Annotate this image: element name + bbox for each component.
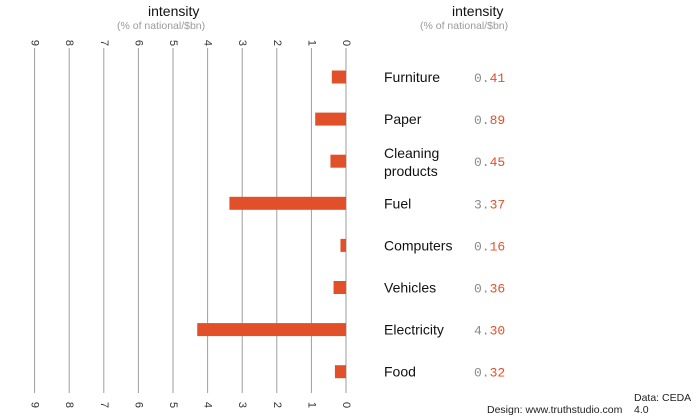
tick-label-bottom-5: 5 — [167, 402, 179, 408]
tick-label-bottom-9: 9 — [29, 402, 41, 408]
value-label-3: 3.37 — [474, 197, 505, 212]
category-label-2: Cleaning products — [384, 145, 439, 179]
tick-label-top-2: 2 — [271, 40, 283, 46]
tick-label-bottom-8: 8 — [63, 402, 75, 408]
tick-label-top-8: 8 — [63, 40, 75, 46]
tick-label-top-3: 3 — [236, 40, 248, 46]
value-label-7: 0.32 — [474, 366, 505, 381]
bar-5 — [333, 281, 346, 294]
design-credit: Design: www.truthstudio.com — [487, 404, 623, 416]
bar-6 — [197, 323, 346, 337]
tick-label-bottom-2: 2 — [271, 402, 283, 408]
bar-1 — [315, 112, 346, 126]
tick-label-top-9: 9 — [29, 40, 41, 46]
category-label-0: Furniture — [384, 69, 440, 85]
tick-label-top-1: 1 — [305, 40, 317, 46]
right-axis-subtitle: (% of national/$bn) — [420, 20, 509, 32]
left-axis-subtitle: (% of national/$bn) — [117, 20, 206, 32]
category-label-1: Paper — [384, 111, 422, 127]
tick-label-top-5: 5 — [167, 40, 179, 46]
tick-label-top-6: 6 — [132, 40, 144, 46]
value-label-1: 0.89 — [474, 113, 505, 128]
tick-label-bottom-7: 7 — [98, 402, 110, 408]
value-label-4: 0.16 — [474, 239, 505, 254]
data-source: Data: CEDA 4.0 — [634, 392, 691, 416]
tick-label-bottom-1: 1 — [305, 402, 317, 408]
tick-label-top-7: 7 — [98, 40, 110, 46]
bar-0 — [331, 70, 346, 84]
value-label-6: 4.30 — [474, 324, 505, 339]
tick-label-top-0: 0 — [340, 40, 352, 46]
category-label-6: Electricity — [384, 322, 444, 338]
tick-label-bottom-0: 0 — [340, 402, 352, 408]
tick-label-top-4: 4 — [202, 40, 214, 46]
category-label-5: Vehicles — [384, 280, 436, 296]
bar-7 — [334, 365, 346, 379]
left-axis-title: intensity — [148, 3, 200, 19]
bar-4 — [340, 238, 346, 252]
category-label-7: Food — [384, 364, 416, 380]
bar-3 — [229, 196, 346, 210]
category-label-4: Computers — [384, 237, 452, 253]
value-label-5: 0.36 — [474, 282, 505, 297]
value-label-0: 0.41 — [474, 71, 505, 86]
bar-2 — [330, 154, 346, 168]
category-label-3: Fuel — [384, 195, 411, 211]
value-label-2: 0.45 — [474, 155, 505, 170]
tick-label-bottom-6: 6 — [132, 402, 144, 408]
tick-label-bottom-4: 4 — [202, 402, 214, 408]
tick-label-bottom-3: 3 — [236, 402, 248, 408]
right-axis-title: intensity — [452, 3, 504, 19]
